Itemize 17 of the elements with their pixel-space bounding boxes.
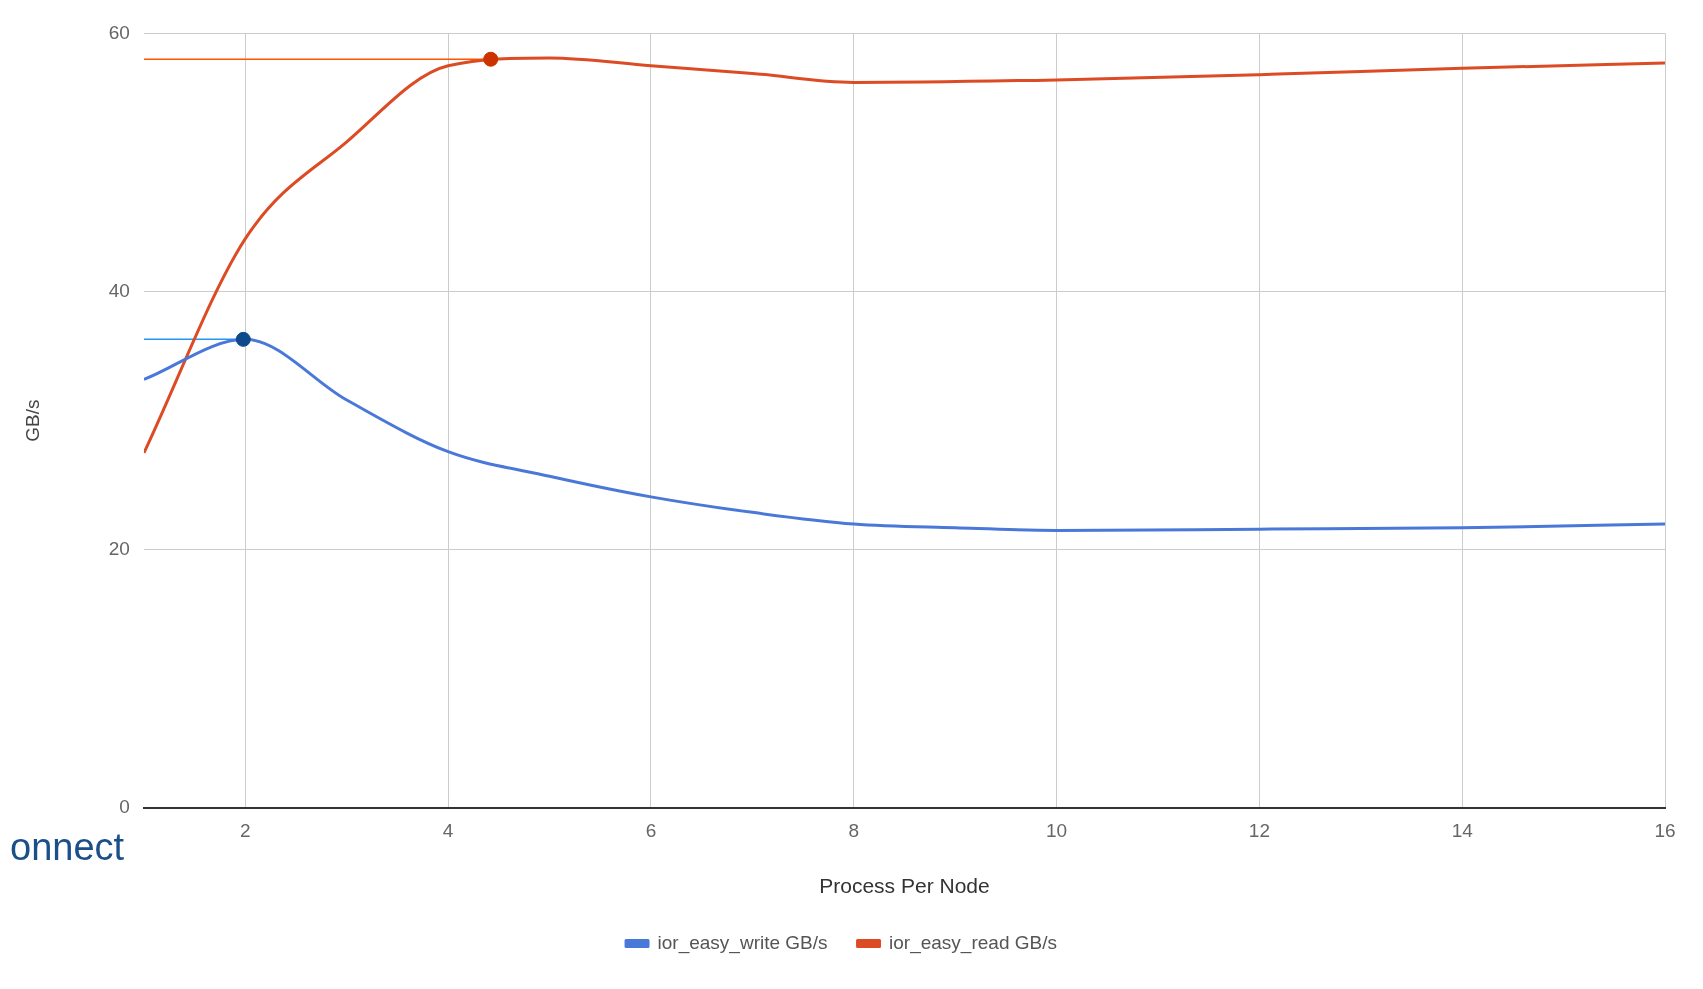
legend-label: ior_easy_write GB/s [657,931,828,954]
x-tick-label: 4 [442,819,454,841]
x-tick-label: 16 [1654,819,1676,841]
x-tick-label: 12 [1248,819,1270,841]
y-tick-label: 20 [108,538,130,560]
y-tick-label: 60 [108,21,130,43]
x-tick-label: 10 [1046,819,1068,841]
x-axis-title: Process Per Node [819,874,990,898]
legend-label: ior_easy_read GB/s [889,931,1057,954]
x-tick-label: 2 [240,819,251,841]
y-tick-label: 0 [119,796,130,818]
y-axis-title: GB/s [21,399,43,442]
x-tick-label: 8 [848,819,860,841]
text: onnect [10,826,125,868]
y-tick-label: 40 [108,279,130,301]
x-tick-label: 14 [1451,819,1474,841]
x-tick-label: 6 [645,819,657,841]
